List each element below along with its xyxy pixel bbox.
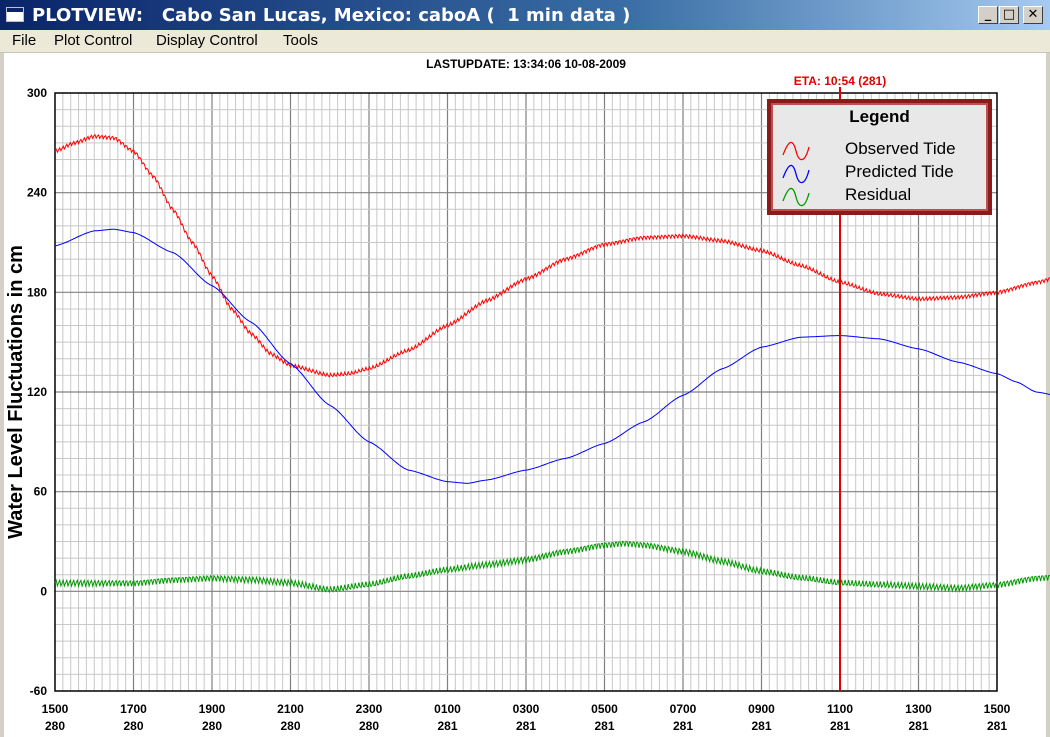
legend[interactable]: Legend Observed Tide Predicted Tide Resi… — [767, 99, 992, 215]
axis-labels: 300 240 180 120 60 0 -60 1500 280 1700 280 1900 280 2… — [27, 86, 1011, 733]
x-tick-day-label: 280 — [280, 719, 300, 733]
x-tick-day-label: 281 — [594, 719, 614, 733]
legend-entry-predicted: Predicted Tide — [781, 162, 981, 184]
residual-wave-icon — [782, 187, 810, 207]
legend-label-residual: Residual — [845, 185, 912, 204]
x-tick-day-label: 281 — [516, 719, 536, 733]
minimize-button[interactable]: _ — [978, 6, 998, 24]
x-tick-label: 1300 — [905, 702, 932, 716]
x-tick-day-label: 281 — [437, 719, 457, 733]
observed-tide-wave-icon — [782, 141, 810, 161]
x-tick-label: 2100 — [277, 702, 304, 716]
predicted-tide-wave-icon — [782, 164, 810, 184]
y-tick-label: -60 — [30, 684, 48, 698]
x-tick-day-label: 280 — [45, 719, 65, 733]
y-tick-label: 180 — [27, 285, 47, 299]
x-tick-day-label: 281 — [830, 719, 850, 733]
plot-border — [54, 92, 998, 692]
series-line-0 — [54, 133, 1050, 378]
x-tick-day-label: 280 — [123, 719, 143, 733]
last-update-label: LASTUPDATE: 13:34:06 10-08-2009 — [426, 57, 626, 71]
close-button[interactable]: ✕ — [1023, 6, 1043, 24]
x-tick-day-label: 280 — [202, 719, 222, 733]
x-tick-label: 2300 — [356, 702, 383, 716]
x-tick-day-label: 281 — [673, 719, 693, 733]
x-tick-label: 1500 — [984, 702, 1011, 716]
x-tick-label: 0700 — [670, 702, 697, 716]
x-tick-day-label: 281 — [987, 719, 1007, 733]
y-axis-title: Water Level Fluctuations in cm — [5, 245, 27, 539]
x-tick-label: 0300 — [513, 702, 540, 716]
y-tick-label: 60 — [34, 485, 48, 499]
x-tick-day-label: 280 — [359, 719, 379, 733]
legend-label-predicted: Predicted Tide — [845, 162, 954, 181]
x-tick-label: 0100 — [434, 702, 461, 716]
title-bar: PLOTVIEW: Cabo San Lucas, Mexico: caboA … — [0, 0, 1050, 30]
series-line-2 — [54, 540, 1050, 594]
menu-plot-control[interactable]: Plot Control — [54, 32, 133, 49]
menu-file[interactable]: File — [12, 32, 37, 49]
legend-title: Legend — [849, 107, 910, 126]
legend-entry-observed: Observed Tide — [781, 139, 981, 161]
legend-entry-residual: Residual — [781, 185, 981, 207]
menu-display-control[interactable]: Display Control — [156, 32, 258, 49]
menu-bar: File Plot Control Display Control Tools — [0, 30, 1050, 53]
window-title: PLOTVIEW: Cabo San Lucas, Mexico: caboA … — [32, 5, 631, 26]
x-tick-day-label: 281 — [908, 719, 928, 733]
x-tick-label: 1100 — [827, 702, 853, 716]
data-series — [54, 133, 1050, 594]
x-tick-day-label: 281 — [751, 719, 771, 733]
x-tick-label: 1700 — [120, 702, 147, 716]
y-tick-label: 120 — [27, 385, 47, 399]
x-tick-label: 0900 — [748, 702, 775, 716]
x-tick-label: 1500 — [42, 702, 69, 716]
eta-label: ETA: 10:54 (281) — [794, 74, 886, 88]
y-tick-label: 240 — [27, 186, 47, 200]
menu-tools[interactable]: Tools — [283, 32, 319, 49]
y-tick-label: 300 — [27, 86, 47, 100]
maximize-button[interactable]: □ — [999, 6, 1019, 24]
legend-label-observed: Observed Tide — [845, 139, 956, 158]
y-tick-label: 0 — [40, 584, 47, 598]
app-window-icon[interactable] — [6, 7, 24, 22]
x-tick-label: 0500 — [591, 702, 618, 716]
series-line-1 — [54, 228, 1050, 484]
x-tick-label: 1900 — [199, 702, 226, 716]
